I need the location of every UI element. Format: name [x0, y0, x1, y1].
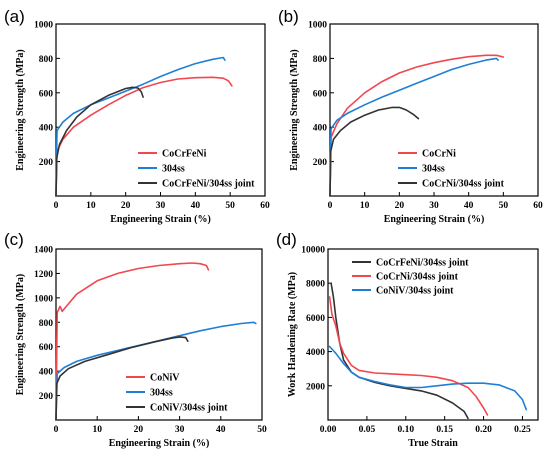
panel-label: (c) — [4, 230, 24, 249]
x-tick-label: 0 — [54, 425, 59, 435]
legend-label: CoNiV — [150, 373, 180, 384]
y-tick-label: 1200 — [34, 270, 53, 280]
y-tick-label: 4000 — [306, 348, 325, 358]
legend-label: CoCrFeNi/304ss joint — [376, 258, 469, 269]
x-tick-label: 0.20 — [475, 425, 492, 435]
legend-label: 304ss — [422, 164, 445, 175]
y-tick-label: 1000 — [34, 21, 53, 31]
y-tick-label: 800 — [39, 319, 54, 329]
x-tick-label: 50 — [257, 425, 267, 435]
legend-label: CoCrFeNi/304ss joint — [162, 179, 255, 190]
y-tick-label: 600 — [39, 89, 54, 99]
y-tick-label: 600 — [313, 89, 328, 99]
plot-frame — [55, 23, 266, 197]
y-tick-label: 8000 — [306, 280, 325, 290]
y-tick-label: 200 — [39, 392, 54, 402]
y-tick-label: 200 — [313, 158, 328, 168]
y-axis-title: Engineering Strength (MPa) — [15, 49, 26, 170]
y-tick-label: 1000 — [308, 21, 327, 31]
chart-panel-3: (c) 0 10 20 30 40 50 200 400 600 800 1000 1200 1400 En… — [4, 230, 267, 449]
x-tick-label: 40 — [191, 201, 201, 211]
x-axis-title: Engineering Strain (%) — [109, 438, 210, 449]
series-line — [55, 86, 144, 197]
x-tick-label: 30 — [429, 201, 439, 211]
x-tick-label: 0.10 — [397, 425, 414, 435]
series-line — [328, 296, 489, 416]
x-tick-label: 50 — [499, 201, 509, 211]
x-tick-label: 10 — [360, 201, 370, 211]
x-tick-label: 10 — [92, 425, 102, 435]
series-line — [329, 57, 499, 197]
y-axis-title: Work Hardening Rate (MPa) — [287, 272, 298, 397]
x-tick-label: 20 — [395, 201, 405, 211]
y-tick-label: 800 — [39, 55, 54, 65]
legend-label: CoNiV/304ss joint — [150, 403, 228, 414]
legend-label: CoCrFeNi — [162, 149, 207, 160]
legend-label: CoCrNi/304ss joint — [422, 179, 505, 190]
y-axis-title: Engineering Strength (MPa) — [15, 274, 26, 395]
legend-label: 304ss — [162, 164, 185, 175]
y-tick-label: 6000 — [306, 314, 325, 324]
chart-panel-1: (a) 0 10 20 30 40 50 60 200 400 600 800 1000 Engineer… — [4, 7, 270, 225]
legend-label: 304ss — [150, 388, 173, 399]
x-tick-label: 30 — [156, 201, 166, 211]
y-tick-label: 400 — [313, 124, 328, 134]
x-tick-label: 0 — [328, 201, 333, 211]
series-line — [329, 54, 505, 197]
series-line — [330, 282, 469, 420]
series-line — [55, 336, 189, 421]
x-tick-label: 0.15 — [436, 425, 453, 435]
x-axis-title: Engineering Strain (%) — [384, 214, 485, 225]
series-line — [55, 76, 233, 197]
panel-label: (b) — [278, 7, 299, 26]
chart-panel-2: (b) 0 10 20 30 40 50 60 200 400 600 800 1000 Engineer… — [278, 7, 543, 225]
x-tick-label: 0 — [54, 201, 59, 211]
series-line — [329, 106, 420, 197]
legend-label: CoCrNi — [422, 149, 456, 160]
y-tick-label: 800 — [313, 55, 328, 65]
x-tick-label: 60 — [533, 201, 543, 211]
x-tick-label: 0.25 — [514, 425, 531, 435]
x-tick-label: 60 — [260, 201, 270, 211]
y-tick-label: 1000 — [34, 294, 53, 304]
chart-panel-4: (d) 0.00 0.05 0.10 0.15 0.20 0.25 2000 4000 6000 8… — [276, 230, 539, 449]
series-line — [55, 262, 210, 421]
x-axis-title: Engineering Strain (%) — [110, 214, 211, 225]
legend-label: CoNiV/304ss joint — [376, 286, 454, 297]
y-tick-label: 400 — [39, 368, 54, 378]
x-tick-label: 30 — [175, 425, 185, 435]
panel-label: (d) — [276, 230, 297, 249]
series-line — [328, 345, 528, 411]
y-tick-label: 1400 — [34, 246, 53, 256]
x-tick-label: 20 — [134, 425, 144, 435]
x-tick-label: 0.00 — [320, 425, 337, 435]
plot-frame — [327, 248, 539, 421]
x-tick-label: 10 — [86, 201, 96, 211]
y-tick-label: 2000 — [306, 382, 325, 392]
y-tick-label: 200 — [39, 158, 54, 168]
y-axis-title: Engineering Strength (MPa) — [289, 49, 300, 170]
x-tick-label: 40 — [216, 425, 226, 435]
y-tick-label: 600 — [39, 343, 54, 353]
x-axis-title: True Strain — [408, 438, 458, 449]
x-tick-label: 40 — [464, 201, 474, 211]
panel-label: (a) — [4, 7, 25, 26]
x-tick-label: 0.05 — [359, 425, 376, 435]
x-tick-label: 50 — [225, 201, 235, 211]
y-tick-label: 400 — [39, 124, 54, 134]
legend-label: CoCrNi/304ss joint — [376, 272, 459, 283]
plot-frame — [55, 248, 263, 421]
x-tick-label: 20 — [121, 201, 131, 211]
y-tick-label: 10000 — [301, 246, 325, 256]
